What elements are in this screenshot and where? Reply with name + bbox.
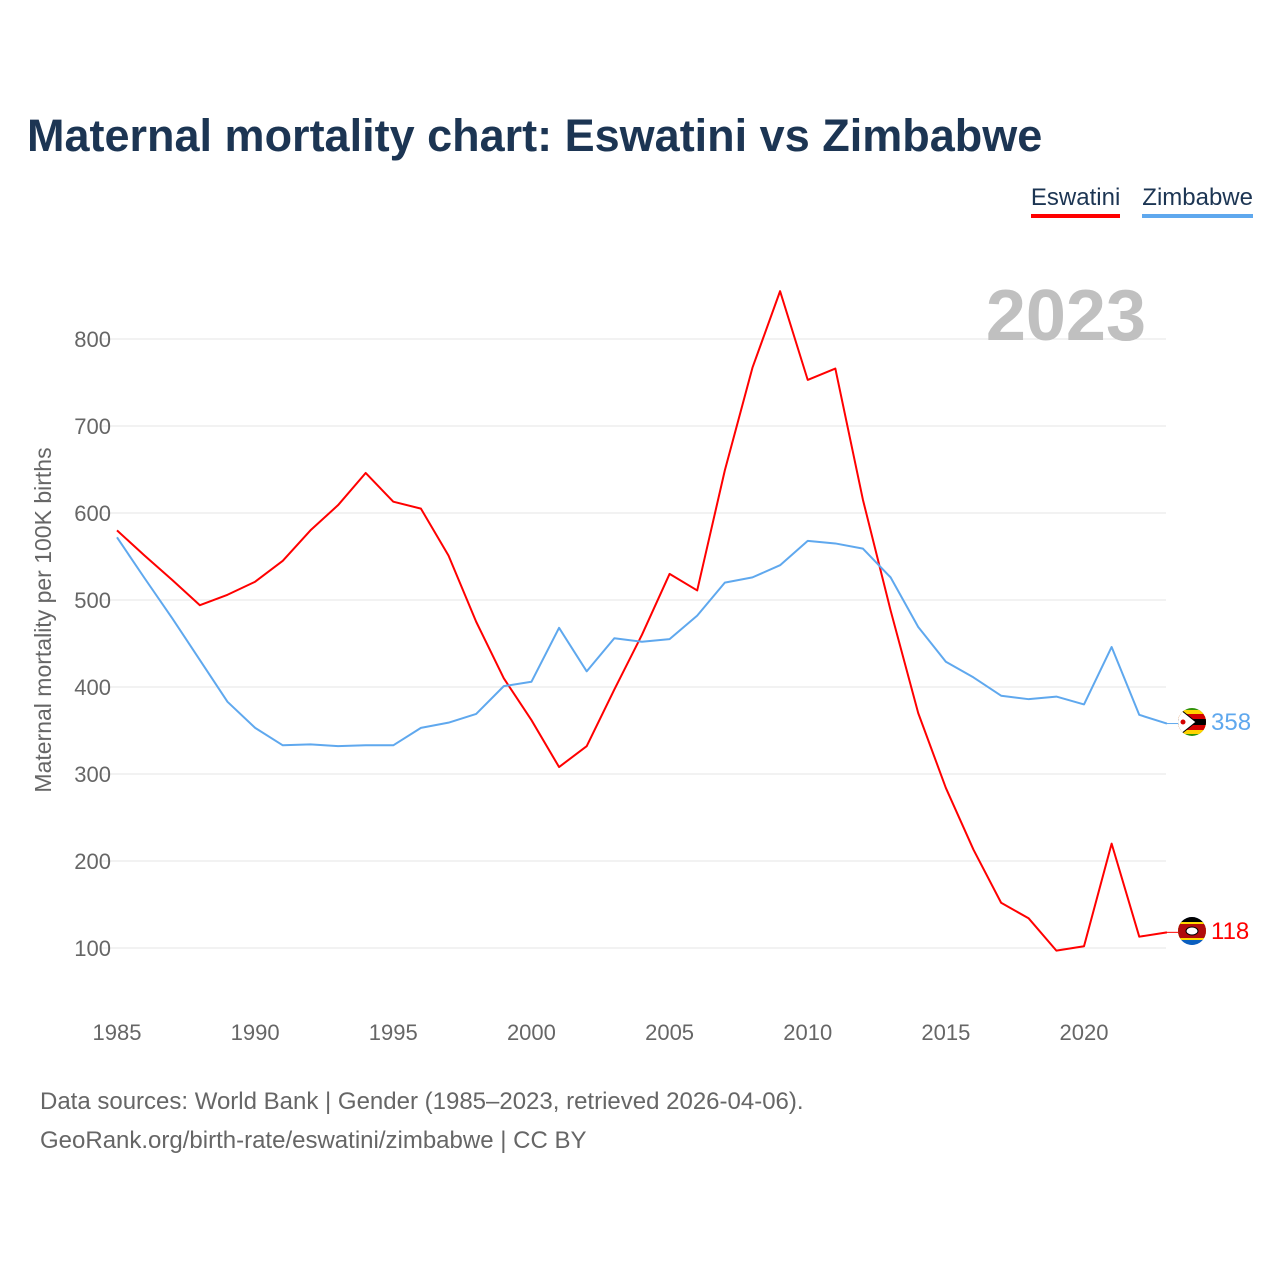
x-tick-label: 2020	[1060, 1020, 1109, 1045]
x-tick-label: 2005	[645, 1020, 694, 1045]
y-tick-label: 800	[74, 327, 111, 352]
x-tick-label: 2015	[921, 1020, 970, 1045]
x-tick-label: 1985	[93, 1020, 142, 1045]
legend-eswatini[interactable]: Eswatini	[1030, 184, 1121, 218]
x-tick-label: 1995	[369, 1020, 418, 1045]
eswatini-flag-icon	[1178, 917, 1206, 945]
x-tick-label: 1990	[231, 1020, 280, 1045]
x-tick-label: 2010	[783, 1020, 832, 1045]
source-link[interactable]: GeoRank.org/birth-rate/eswatini/zimbabwe…	[40, 1127, 587, 1154]
y-axis-label: Maternal mortality per 100K births	[30, 447, 56, 792]
legend-zimbabwe[interactable]: Zimbabwe	[1142, 184, 1253, 218]
zimbabwe-flag-icon	[1178, 708, 1206, 736]
x-tick-label: 2000	[507, 1020, 556, 1045]
eswatini-end-value: 118	[1211, 918, 1249, 945]
y-tick-label: 600	[74, 501, 111, 526]
y-tick-label: 400	[74, 675, 111, 700]
year-watermark: 2023	[986, 276, 1146, 356]
y-tick-label: 500	[74, 588, 111, 613]
y-tick-label: 300	[74, 762, 111, 787]
source-text: Data sources: World Bank | Gender (1985–…	[40, 1088, 804, 1115]
y-tick-label: 200	[74, 849, 111, 874]
series-line-zimbabwe	[116, 536, 1168, 748]
legend: Eswatini Zimbabwe	[1030, 184, 1253, 218]
chart-title: Maternal mortality chart: Eswatini vs Zi…	[27, 110, 1043, 161]
y-tick-label: 100	[74, 936, 111, 961]
zimbabwe-end-value: 358	[1211, 709, 1251, 736]
series-line-eswatini	[116, 290, 1168, 952]
y-tick-label: 700	[74, 414, 111, 439]
